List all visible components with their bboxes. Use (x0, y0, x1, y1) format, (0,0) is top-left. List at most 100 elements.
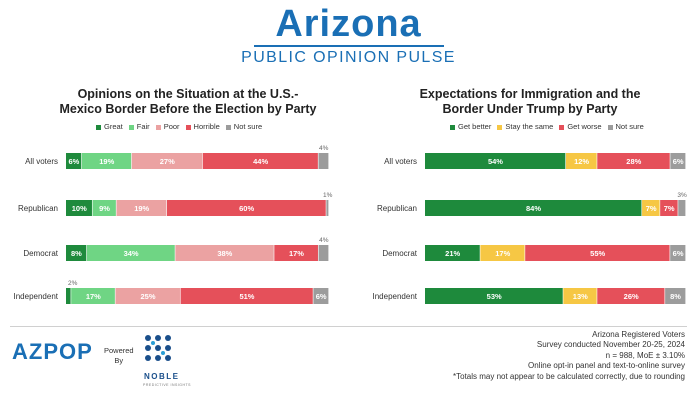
data-label: 19% (99, 157, 114, 166)
bar-segment-get-worse (597, 153, 670, 169)
footer-divider (10, 326, 687, 327)
bar-segment-stay-the-same (563, 288, 597, 304)
data-label: 17% (86, 292, 101, 301)
data-label: 12% (574, 157, 589, 166)
data-label: 55% (590, 249, 605, 258)
legend-label: Horrible (193, 122, 220, 131)
bar-segment-fair (86, 245, 175, 261)
bar-segment-fair (81, 153, 132, 169)
bar-segment-fair (71, 288, 115, 304)
data-label: 9% (99, 204, 110, 213)
data-label: 51% (239, 292, 254, 301)
data-label: 54% (488, 157, 503, 166)
chart-1-title: Opinions on the Situation at the U.S.- M… (40, 87, 336, 117)
data-label: 19% (134, 204, 149, 213)
noble-wordmark: NOBLE (144, 372, 180, 381)
data-label: 34% (124, 249, 139, 258)
bar-segment-horrible (180, 288, 313, 304)
data-label: 8% (71, 249, 82, 258)
chart-1-title-line-1: Opinions on the Situation at the U.S.- (77, 87, 299, 101)
legend-swatch (607, 124, 613, 130)
data-label-outside: 4% (319, 145, 329, 152)
data-label: 44% (253, 157, 268, 166)
legend-item-get-worse: Get worse (559, 122, 602, 131)
data-label-outside: 1% (323, 192, 333, 199)
chart-1-legend: Great Fair Poor Horrible Not sure (96, 122, 268, 131)
bar-segment-poor (115, 288, 180, 304)
bar-segment-not-sure (678, 200, 686, 216)
data-label: 7% (646, 204, 657, 213)
bar-segment-poor (131, 153, 203, 169)
survey-notes: Arizona Registered Voters Survey conduct… (453, 330, 685, 382)
bar-segment-get-worse (660, 200, 678, 216)
data-label: 6% (673, 157, 684, 166)
chart-2-title: Expectations for Immigration and the Bor… (380, 87, 680, 117)
powered-by-line-2: By (114, 356, 124, 365)
legend-item-great: Great (96, 122, 123, 131)
bar-segment-stay-the-same (565, 153, 597, 169)
data-label: 21% (445, 249, 460, 258)
legend-swatch (128, 124, 134, 130)
data-label: 6% (68, 157, 79, 166)
bar-segment-horrible (274, 245, 318, 261)
legend-swatch (155, 124, 161, 130)
note-rounding: *Totals may not appear to be calculated … (453, 371, 685, 381)
legend-swatch (96, 124, 101, 130)
data-label: 27% (160, 157, 175, 166)
noble-logo-icon (145, 335, 171, 361)
bar-segment-great (66, 245, 87, 261)
data-label-outside: 2% (68, 280, 78, 287)
legend-label: Not sure (615, 122, 644, 131)
data-label-outside: 4% (319, 237, 329, 244)
bar-segment-get-better (425, 200, 642, 216)
data-label: 53% (487, 292, 502, 301)
legend-label: Poor (163, 122, 180, 131)
category-label: Republican (377, 204, 417, 213)
data-label: 10% (72, 204, 87, 213)
category-label: All voters (25, 157, 58, 166)
bar-segment-not-sure (665, 288, 686, 304)
legend-label: Fair (136, 122, 150, 131)
chart-2-title-line-2: Border Under Trump by Party (442, 102, 618, 116)
legend-item-not-sure: Not sure (607, 122, 644, 131)
brand-subtitle: PUBLIC OPINION PULSE (241, 49, 456, 66)
bar-segment-not-sure (313, 288, 329, 304)
bar-segment-poor (116, 200, 167, 216)
data-label: 60% (239, 204, 254, 213)
legend-item-get-better: Get better (450, 122, 491, 131)
bar-segment-not-sure (318, 153, 329, 169)
data-label: 25% (141, 292, 156, 301)
chart-1-title-line-2: Mexico Border Before the Election by Par… (59, 102, 317, 116)
data-label: 28% (626, 157, 641, 166)
legend-label: Great (104, 122, 123, 131)
bar-segment-not-sure (326, 200, 329, 216)
azpop-logo: AZPOP (12, 339, 93, 364)
legend-item-fair: Fair (128, 122, 150, 131)
bar-segment-fair (92, 200, 116, 216)
bar-segment-horrible (202, 153, 318, 169)
legend-swatch (450, 124, 455, 130)
bar-segment-get-better (425, 153, 566, 169)
data-label: 38% (217, 249, 232, 258)
bar-segment-get-worse (525, 245, 670, 261)
category-label: Democrat (382, 249, 417, 258)
legend-label: Not sure (233, 122, 263, 131)
data-label: 17% (495, 249, 510, 258)
bar-segment-great (66, 288, 71, 304)
brand-title: Arizona (275, 3, 422, 45)
data-label: 7% (664, 204, 675, 213)
data-label: 26% (624, 292, 639, 301)
powered-by-line-1: Powered (104, 346, 134, 355)
brand-divider (253, 45, 444, 47)
legend-swatch (497, 124, 503, 130)
bar-segment-stay-the-same (480, 245, 525, 261)
bar-segment-great (66, 200, 92, 216)
data-label: 8% (670, 292, 681, 301)
data-label: 17% (289, 249, 304, 258)
category-label: Republican (18, 204, 58, 213)
category-label: Independent (14, 292, 59, 301)
data-label: 6% (673, 249, 684, 258)
bar-segment-not-sure (670, 245, 686, 261)
legend-item-not-sure: Not sure (225, 122, 263, 131)
